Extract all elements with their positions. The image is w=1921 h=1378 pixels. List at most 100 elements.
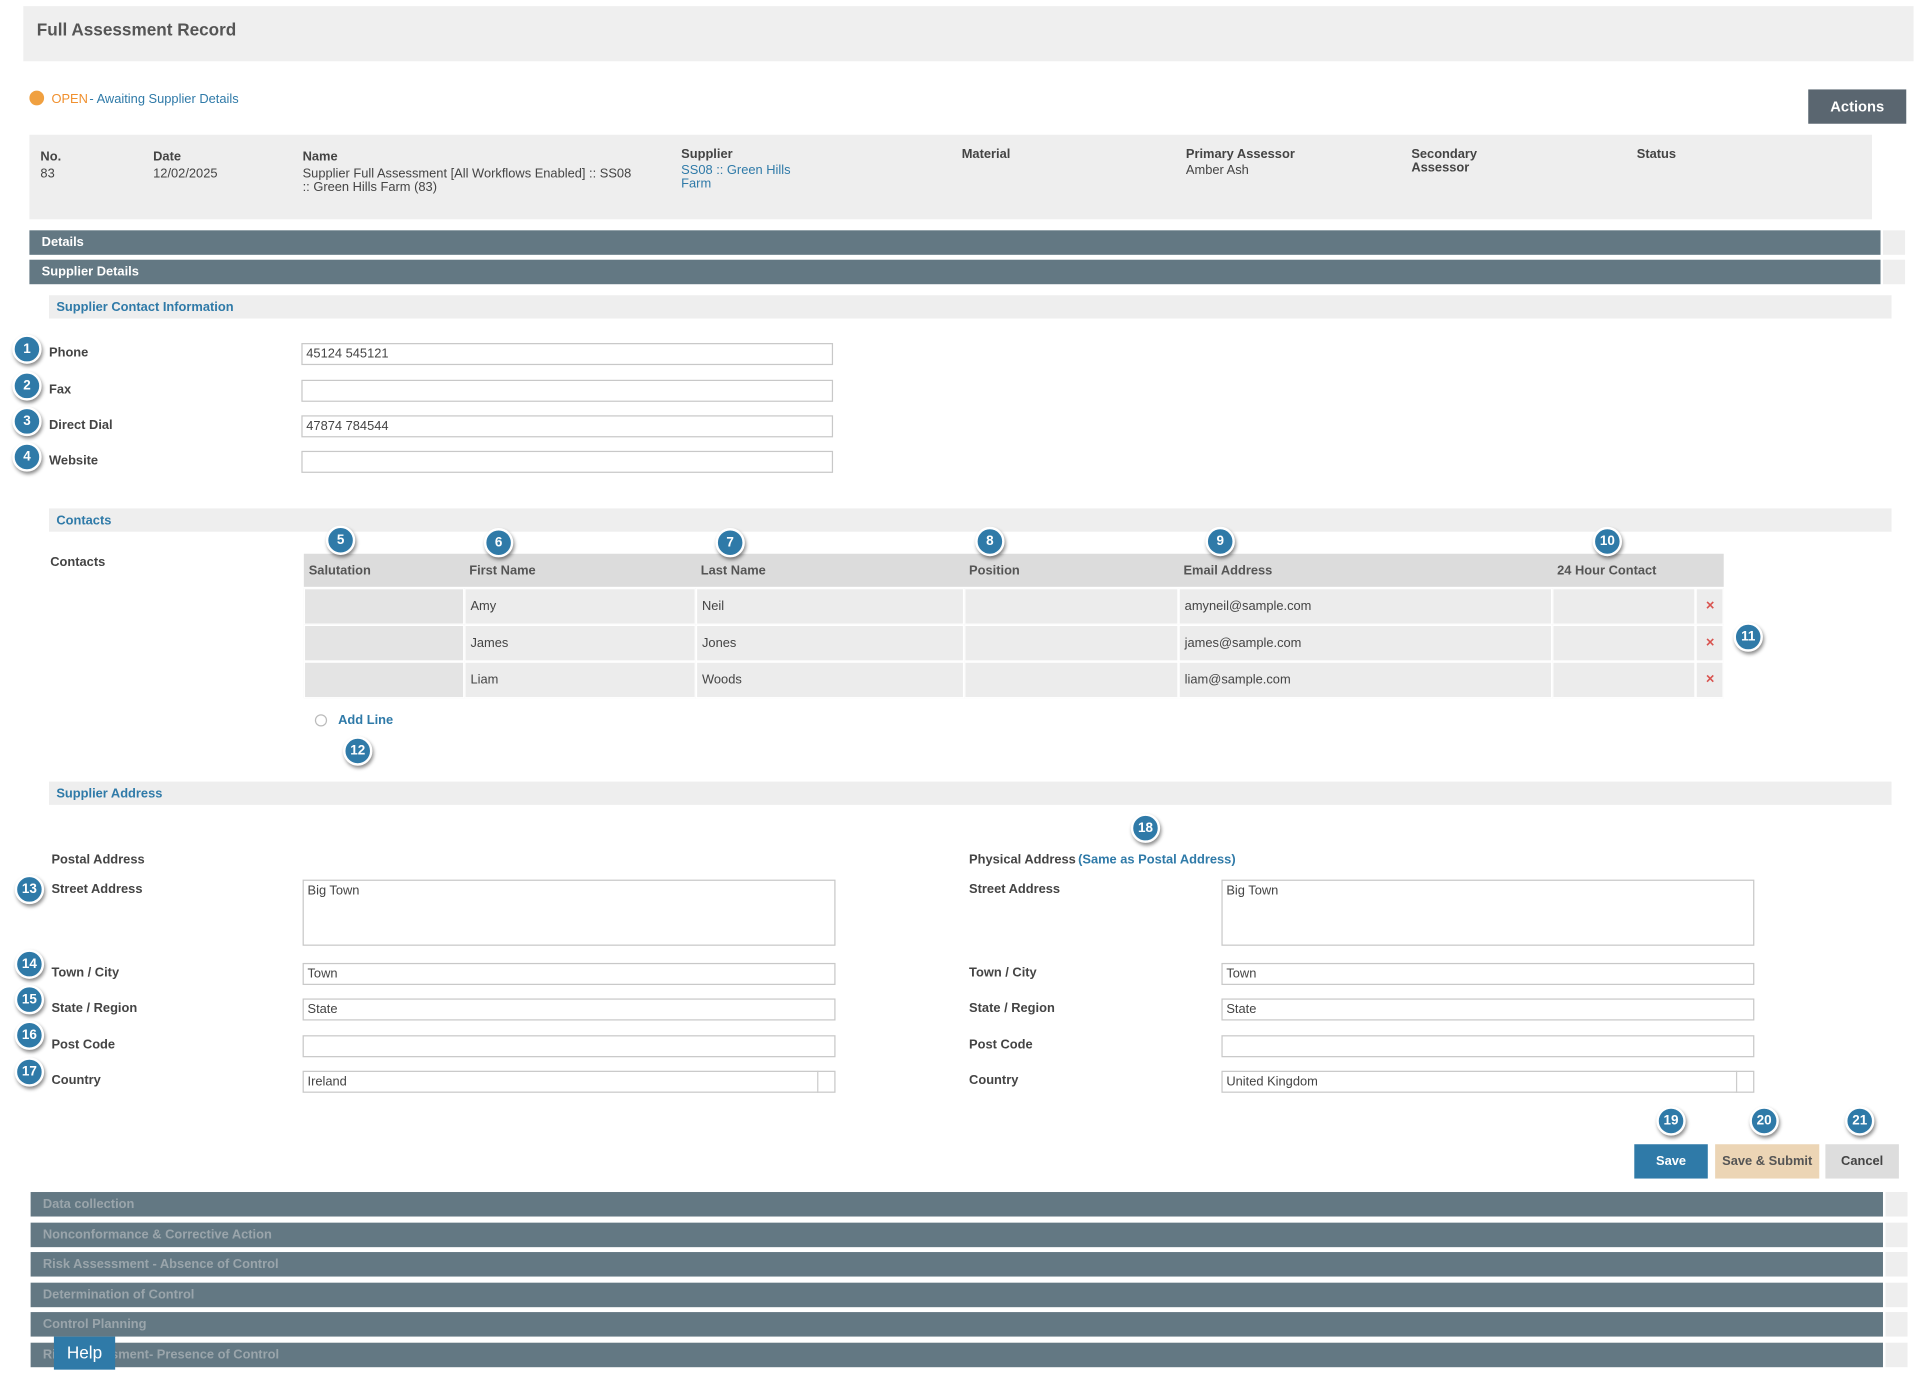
text-input[interactable]: 47874 784544	[301, 415, 834, 438]
text-area[interactable]: Big Town	[302, 879, 836, 946]
summary-label: Primary Assessor	[1185, 147, 1295, 162]
button[interactable]: Save	[1634, 1144, 1708, 1179]
page-title: Full Assessment Record	[36, 19, 237, 40]
field-label: Street Address	[969, 882, 1061, 897]
panel-header[interactable]: Control Planning	[30, 1312, 1883, 1337]
panel-header[interactable]: Risk Assessment- Presence of Control	[30, 1342, 1883, 1367]
panel-header[interactable]: Determination of Control	[30, 1282, 1883, 1307]
callout: 8	[975, 526, 1005, 557]
callout: 18	[1130, 813, 1161, 843]
add-line[interactable]: Add Line	[338, 713, 394, 728]
summary-value: 12/02/2025	[153, 166, 218, 182]
panel-toggle	[1885, 1342, 1908, 1367]
panel-header[interactable]: Details	[29, 230, 1881, 255]
callout: 17	[14, 1057, 45, 1087]
callout: 9	[1205, 526, 1235, 557]
field-label: Country	[51, 1073, 101, 1088]
callout: 1	[12, 334, 42, 364]
table-header	[303, 553, 1724, 587]
physical-title: Physical Address	[969, 852, 1076, 868]
callout: 20	[1749, 1106, 1779, 1136]
panel-header[interactable]: Nonconformance & Corrective Action	[30, 1222, 1883, 1247]
column-header: Email Address	[1183, 563, 1273, 579]
field-label: Post Code	[969, 1037, 1033, 1053]
table-cell: James	[464, 624, 696, 662]
text-input[interactable]	[1221, 1035, 1755, 1058]
callout: 11	[1733, 622, 1763, 652]
callout: 21	[1845, 1106, 1875, 1136]
panel-toggle	[1885, 1192, 1908, 1217]
callout: 4	[12, 442, 42, 472]
column-header: Last Name	[700, 563, 766, 579]
summary-value: Supplier Full Assessment [All Workflows …	[302, 166, 632, 195]
text-input[interactable]: 45124 545121	[301, 343, 834, 366]
select-input[interactable]: United Kingdom	[1221, 1070, 1755, 1093]
table-cell	[964, 588, 1179, 625]
summary-value[interactable]: SS08 :: Green Hills Farm	[681, 162, 791, 192]
column-header: First Name	[469, 563, 536, 579]
select-arrow	[817, 1070, 835, 1093]
field-label: State / Region	[51, 1000, 138, 1016]
panel-toggle	[1885, 1312, 1908, 1337]
status-icon	[29, 90, 45, 106]
delete-row[interactable]: ×	[1705, 633, 1715, 651]
button[interactable]: Save & Submit	[1715, 1144, 1820, 1179]
button[interactable]: Cancel	[1825, 1144, 1899, 1179]
text-input[interactable]: Town	[302, 962, 836, 985]
panel-toggle	[1885, 1222, 1908, 1247]
field-label: Website	[49, 453, 99, 468]
table-cell: Amy	[464, 588, 696, 625]
section-header: Supplier Contact Information	[49, 295, 1892, 319]
table-cell	[1695, 624, 1724, 662]
panel-header[interactable]: Supplier Details	[29, 259, 1881, 285]
contacts-label: Contacts	[50, 554, 106, 570]
delete-row[interactable]: ×	[1705, 670, 1715, 688]
postal-title: Postal Address	[51, 852, 145, 868]
text-area[interactable]: Big Town	[1221, 879, 1755, 946]
column-header: Salutation	[308, 563, 371, 579]
delete-row[interactable]: ×	[1705, 596, 1715, 614]
same-as-link[interactable]: (Same as Postal Address)	[1078, 852, 1236, 868]
callout: 2	[12, 371, 42, 401]
panel-header[interactable]: Data collection	[30, 1192, 1883, 1217]
table-cell	[964, 624, 1179, 662]
summary-label: Date	[153, 149, 182, 165]
summary-label: No.	[40, 149, 62, 165]
section-header: Supplier Address	[49, 781, 1892, 805]
table-cell: amyneil@sample.com	[1178, 588, 1553, 625]
field-label: Country	[969, 1073, 1019, 1088]
field-label: State / Region	[969, 1000, 1055, 1016]
table-cell: Liam	[464, 661, 696, 699]
column-header: Position	[969, 563, 1020, 579]
table-cell	[964, 661, 1179, 699]
table-cell: Jones	[695, 624, 965, 662]
select-input[interactable]: Ireland	[302, 1070, 836, 1093]
callout: 10	[1592, 526, 1623, 557]
table-cell: Neil	[695, 588, 965, 625]
text-input[interactable]	[301, 379, 834, 402]
table-cell	[303, 624, 465, 662]
callout: 19	[1656, 1106, 1686, 1136]
select-arrow	[1735, 1070, 1754, 1093]
actions-button[interactable]: Actions	[1808, 89, 1907, 124]
help-button[interactable]: Help	[53, 1336, 116, 1370]
header-bar	[23, 6, 1914, 62]
table-cell	[1695, 588, 1724, 625]
field-label: Town / City	[969, 965, 1037, 981]
callout: 3	[12, 406, 42, 437]
summary-label: Secondary Assessor	[1411, 147, 1478, 176]
table-cell	[1552, 661, 1696, 699]
callout: 12	[343, 736, 373, 766]
field-label: Post Code	[51, 1037, 116, 1053]
text-input[interactable]: State	[302, 998, 836, 1021]
text-input[interactable]: State	[1221, 998, 1755, 1021]
field-label: Street Address	[51, 882, 143, 897]
text-input[interactable]	[301, 450, 834, 473]
table-cell	[1552, 624, 1696, 662]
text-input[interactable]	[302, 1035, 836, 1058]
text-input[interactable]: Town	[1221, 962, 1755, 985]
callout: 5	[325, 525, 356, 555]
table-cell	[1695, 661, 1724, 699]
panel-header[interactable]: Risk Assessment - Absence of Control	[30, 1252, 1883, 1277]
table-cell	[303, 588, 465, 625]
